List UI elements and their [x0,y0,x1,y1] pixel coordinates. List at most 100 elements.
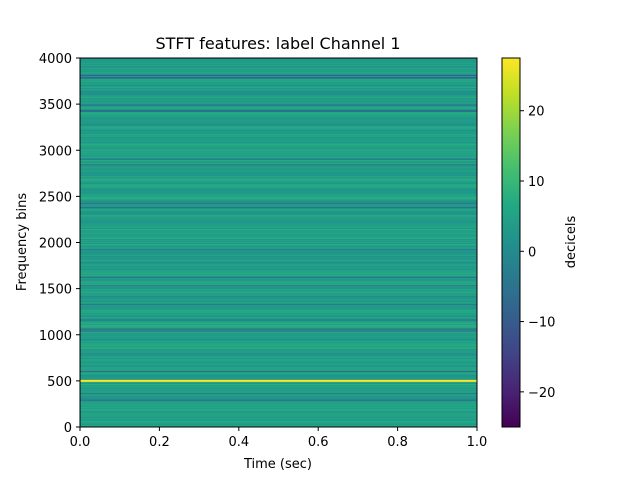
heatmap-band [80,286,477,289]
heatmap-band [80,116,477,118]
y-tick-label: 3000 [39,144,72,159]
heatmap-band [80,153,477,155]
heatmap-band [80,60,477,63]
heatmap-band [80,272,477,274]
heatmap-band [80,316,477,318]
heatmap-band [80,96,477,99]
heatmap-band [80,75,477,77]
heatmap-band [80,105,477,107]
heatmap-band [80,414,477,416]
heatmap-band [80,182,477,184]
heatmap-band [80,162,477,164]
heatmap-band [80,184,477,186]
heatmap-band [80,228,477,230]
heatmap-band [80,302,477,304]
heatmap-band [80,169,477,171]
heatmap-band [80,109,477,111]
heatmap-band [80,181,477,183]
heatmap-band [80,117,477,120]
heatmap-band [80,113,477,115]
heatmap-band [80,223,477,225]
heatmap-band [80,257,477,259]
chart-title: STFT features: label Channel 1 [155,34,400,53]
heatmap-band [80,71,477,74]
heatmap-band [80,209,477,211]
heatmap-band [80,63,477,65]
heatmap-band [80,104,477,106]
heatmap-band [80,249,477,252]
heatmap-band [80,296,477,299]
heatmap-band [80,234,477,236]
heatmap-band [80,148,477,150]
heatmap-band [80,370,477,373]
heatmap-band [80,121,477,123]
y-tick-label: 2000 [39,237,72,252]
heatmap-band [80,245,477,247]
heatmap-band [80,415,477,417]
heatmap-band [80,135,477,137]
heatmap-band [80,375,477,377]
heatmap-band [80,416,477,419]
heatmap-band [80,186,477,188]
heatmap-band [80,115,477,117]
heatmap-band [80,87,477,89]
heatmap-band [80,319,477,322]
heatmap-band [80,198,477,200]
heatmap-band [80,275,477,278]
heatmap-band [80,270,477,272]
heatmap-band [80,137,477,139]
heatmap-band [80,241,477,243]
heatmap-band [80,251,477,254]
heatmap-band [80,361,477,363]
heatmap-band [80,332,477,335]
heatmap-band [80,212,477,214]
heatmap-band [80,91,477,93]
heatmap-band [80,291,477,293]
heatmap-band [80,306,477,308]
heatmap-band [80,81,477,84]
heatmap-band [80,258,477,260]
heatmap-band [80,312,477,314]
heatmap-band [80,280,477,282]
heatmap-band [80,320,477,323]
heatmap-band [80,236,477,239]
heatmap-band [80,101,477,103]
heatmap-band [80,218,477,220]
heatmap-band [80,388,477,390]
heatmap-band [80,292,477,294]
heatmap-band [80,379,477,381]
heatmap-band [80,176,477,178]
heatmap-band [80,355,477,357]
heatmap-band [80,227,477,230]
heatmap-band [80,264,477,266]
heatmap-band [80,337,477,339]
heatmap-band [80,118,477,121]
heatmap-band [80,240,477,242]
heatmap-band [80,180,477,183]
heatmap-band [80,193,477,195]
heatmap-band [80,127,477,129]
heatmap-band [80,326,477,328]
heatmap-band [80,297,477,300]
heatmap-band [80,348,477,350]
heatmap-band [80,94,477,97]
heatmap-band [80,236,477,238]
heatmap-band [80,120,477,123]
heatmap-band [80,347,477,349]
heatmap-band [80,61,477,64]
heatmap-band [80,392,477,395]
heatmap-band [80,303,477,305]
heatmap-band [80,124,477,126]
heatmap-band [80,376,477,378]
heatmap-band [80,396,477,398]
heatmap-band [80,200,477,203]
heatmap-band [80,141,477,143]
heatmap-band [80,203,477,206]
heatmap-band [80,277,477,279]
heatmap-band [80,272,477,275]
heatmap-band [80,273,477,276]
heatmap-band [80,391,477,394]
y-tick-label: 0 [64,421,72,436]
heatmap-band [80,58,477,61]
heatmap-band [80,357,477,360]
